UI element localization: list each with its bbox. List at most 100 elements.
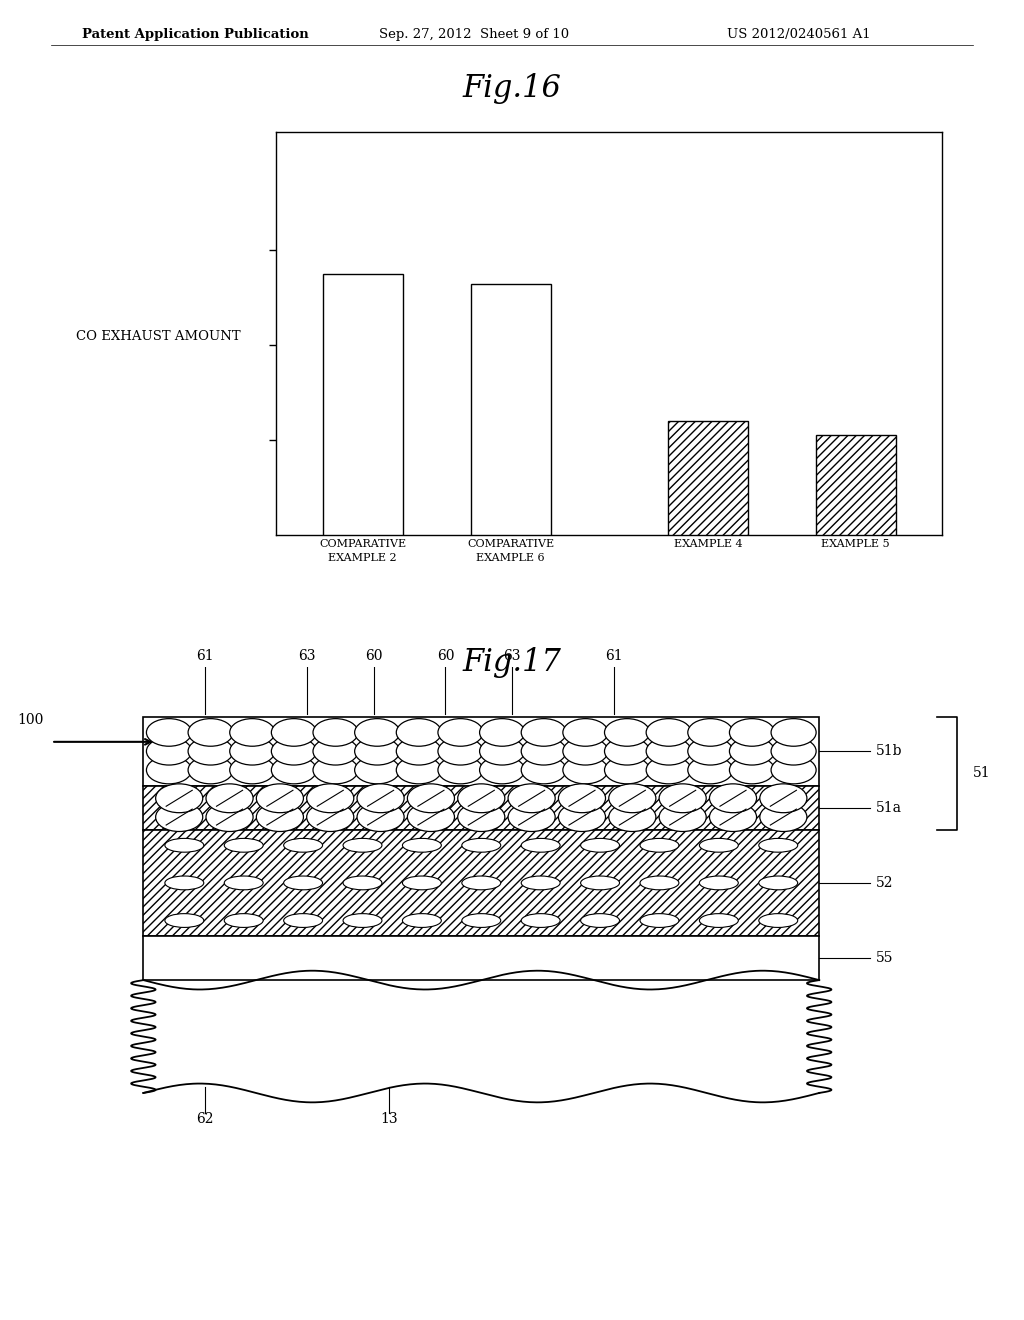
Text: 52: 52	[876, 876, 893, 890]
Circle shape	[604, 738, 649, 766]
Circle shape	[609, 803, 656, 832]
Ellipse shape	[759, 913, 798, 928]
Circle shape	[688, 756, 733, 784]
Circle shape	[256, 803, 303, 832]
Circle shape	[438, 756, 483, 784]
Circle shape	[760, 803, 807, 832]
Circle shape	[558, 803, 605, 832]
Circle shape	[354, 756, 399, 784]
Circle shape	[688, 738, 733, 766]
Circle shape	[188, 738, 233, 766]
Circle shape	[307, 803, 354, 832]
Ellipse shape	[640, 876, 679, 890]
Circle shape	[508, 803, 555, 832]
Circle shape	[710, 784, 757, 813]
Circle shape	[646, 756, 691, 784]
Text: 63: 63	[298, 649, 316, 664]
Text: 62: 62	[196, 1111, 214, 1126]
Ellipse shape	[402, 838, 441, 853]
Circle shape	[479, 718, 524, 746]
Bar	[143, 785, 819, 830]
Circle shape	[307, 784, 354, 813]
Ellipse shape	[640, 838, 679, 853]
Circle shape	[458, 784, 505, 813]
Ellipse shape	[224, 913, 263, 928]
Ellipse shape	[759, 838, 798, 853]
Circle shape	[521, 718, 566, 746]
Ellipse shape	[224, 838, 263, 853]
Circle shape	[771, 718, 816, 746]
Circle shape	[156, 803, 203, 832]
Ellipse shape	[699, 913, 738, 928]
Circle shape	[146, 756, 191, 784]
Ellipse shape	[402, 913, 441, 928]
Ellipse shape	[759, 876, 798, 890]
Text: 100: 100	[17, 713, 44, 727]
Ellipse shape	[581, 876, 620, 890]
Circle shape	[710, 803, 757, 832]
Text: 63: 63	[503, 649, 521, 664]
Circle shape	[408, 784, 455, 813]
Circle shape	[271, 756, 316, 784]
Ellipse shape	[343, 876, 382, 890]
Circle shape	[206, 784, 253, 813]
Circle shape	[408, 803, 455, 832]
Circle shape	[313, 738, 358, 766]
Circle shape	[760, 784, 807, 813]
Ellipse shape	[521, 838, 560, 853]
Circle shape	[479, 738, 524, 766]
Ellipse shape	[699, 876, 738, 890]
Circle shape	[521, 756, 566, 784]
Circle shape	[729, 738, 774, 766]
Ellipse shape	[284, 838, 323, 853]
Text: Sep. 27, 2012  Sheet 9 of 10: Sep. 27, 2012 Sheet 9 of 10	[379, 28, 569, 41]
Ellipse shape	[224, 876, 263, 890]
Ellipse shape	[581, 913, 620, 928]
Text: Fig.17: Fig.17	[463, 647, 561, 677]
Circle shape	[156, 784, 203, 813]
Ellipse shape	[165, 838, 204, 853]
Circle shape	[771, 756, 816, 784]
Circle shape	[604, 756, 649, 784]
Ellipse shape	[521, 876, 560, 890]
Circle shape	[659, 784, 707, 813]
Ellipse shape	[581, 838, 620, 853]
Circle shape	[563, 756, 608, 784]
Circle shape	[206, 803, 253, 832]
Bar	[143, 936, 819, 979]
Ellipse shape	[165, 913, 204, 928]
Ellipse shape	[521, 913, 560, 928]
Ellipse shape	[284, 876, 323, 890]
Text: 51a: 51a	[876, 801, 901, 814]
Bar	[471, 284, 551, 535]
Ellipse shape	[699, 838, 738, 853]
Text: 60: 60	[365, 649, 383, 664]
Circle shape	[563, 718, 608, 746]
Circle shape	[396, 718, 441, 746]
Ellipse shape	[462, 876, 501, 890]
Circle shape	[688, 718, 733, 746]
Circle shape	[229, 738, 274, 766]
Circle shape	[354, 718, 399, 746]
Circle shape	[271, 738, 316, 766]
Ellipse shape	[462, 838, 501, 853]
Text: 61: 61	[605, 649, 624, 664]
Circle shape	[521, 738, 566, 766]
Ellipse shape	[165, 876, 204, 890]
Circle shape	[146, 718, 191, 746]
Circle shape	[438, 738, 483, 766]
Circle shape	[729, 718, 774, 746]
Circle shape	[357, 784, 404, 813]
Ellipse shape	[343, 913, 382, 928]
Circle shape	[396, 756, 441, 784]
Circle shape	[256, 784, 303, 813]
Circle shape	[563, 738, 608, 766]
Ellipse shape	[462, 913, 501, 928]
Bar	[816, 436, 896, 535]
Circle shape	[604, 718, 649, 746]
Circle shape	[313, 718, 358, 746]
Circle shape	[479, 756, 524, 784]
Circle shape	[229, 756, 274, 784]
Circle shape	[659, 803, 707, 832]
Text: Patent Application Publication: Patent Application Publication	[82, 28, 308, 41]
